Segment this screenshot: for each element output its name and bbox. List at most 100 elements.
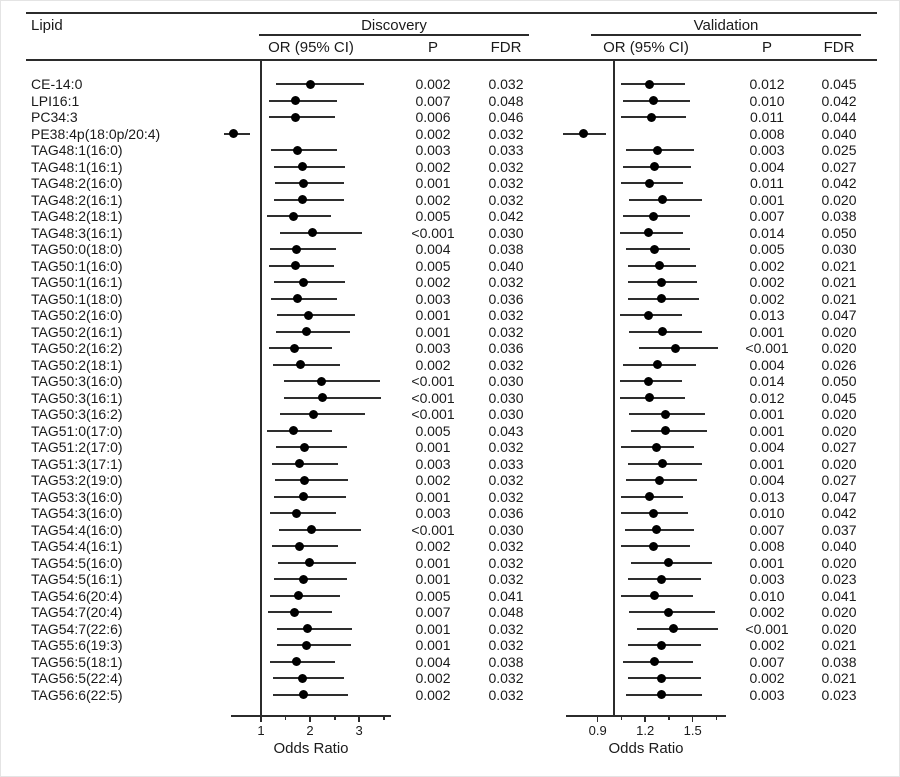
or-dot: [661, 426, 671, 436]
validation-p: 0.001: [749, 422, 785, 439]
discovery-axis-label: Odds Ratio: [273, 740, 349, 757]
validation-forest-cell: [562, 126, 726, 143]
validation-p: 0.011: [750, 175, 784, 191]
column-header-discovery-p: P: [427, 39, 438, 56]
or-dot: [651, 525, 661, 535]
validation-forest-cell: [566, 93, 726, 110]
lipid-label: TAG51:2(17:0): [31, 439, 123, 455]
panel-header-validation: Validation: [693, 17, 759, 34]
discovery-p: 0.005: [415, 587, 451, 604]
validation-p: <0.001: [745, 620, 789, 637]
validation-reference-line: [612, 61, 615, 717]
or-dot: [656, 640, 666, 650]
lipid-label: TAG48:2(16:0): [31, 175, 123, 191]
discovery-forest-cell: [231, 505, 391, 522]
table-row: TAG54:5(16:1) 0.001 0.032 0.003 0.023: [1, 571, 899, 588]
discovery-p: <0.001: [411, 373, 455, 389]
discovery-fdr: 0.032: [488, 472, 524, 488]
discovery-forest-cell: [231, 241, 391, 258]
validation-fdr: 0.020: [821, 422, 857, 439]
validation-fdr: 0.041: [821, 587, 857, 604]
ci-line: [269, 594, 340, 597]
ci-line: [275, 446, 348, 449]
or-dot: [645, 178, 655, 188]
or-dot: [295, 360, 305, 370]
axis-tick-label: 2: [306, 723, 314, 738]
discovery-p: 0.001: [415, 439, 451, 455]
lipid-label: PC34:3: [31, 109, 78, 125]
table-row: TAG50:1(18:0) 0.003 0.036 0.002 0.021: [1, 291, 899, 308]
table-row: TAG54:4(16:1) 0.002 0.032 0.008 0.040: [1, 538, 899, 555]
discovery-forest-cell: [231, 621, 391, 638]
lipid-label: TAG54:3(16:0): [31, 505, 123, 521]
or-dot: [292, 508, 302, 518]
table-row: TAG51:3(17:1) 0.003 0.033 0.001 0.020: [1, 456, 899, 473]
axis-minor-tick: [620, 717, 623, 720]
discovery-p: 0.002: [415, 670, 451, 686]
or-dot: [304, 558, 314, 568]
validation-p: 0.001: [749, 554, 785, 571]
ci-line: [270, 248, 336, 251]
validation-fdr: 0.020: [821, 455, 857, 472]
or-dot: [648, 508, 658, 518]
validation-forest-cell: [566, 621, 726, 638]
validation-fdr: 0.047: [821, 488, 857, 505]
validation-fdr: 0.042: [821, 175, 857, 191]
validation-forest-cell: [566, 390, 726, 407]
axis-tick-label: 3: [355, 723, 363, 738]
rows: CE-14:0 0.002 0.032 0.012 0.045 LPI16:1 …: [1, 76, 899, 703]
discovery-p: 0.001: [415, 620, 451, 637]
discovery-forest-cell: [231, 357, 391, 374]
axis-minor-tick: [668, 717, 670, 720]
validation-fdr: 0.020: [821, 340, 857, 356]
or-dot: [298, 277, 308, 287]
header-rule: [26, 59, 877, 61]
ci-line: [277, 644, 351, 647]
validation-forest-cell: [566, 472, 726, 489]
table-row: TAG53:3(16:0) 0.001 0.032 0.013 0.047: [1, 489, 899, 506]
validation-forest-cell: [566, 142, 726, 159]
ci-line: [279, 413, 365, 416]
or-dot: [656, 277, 666, 287]
ci-line: [269, 512, 336, 515]
column-header-validation-p: P: [761, 39, 772, 56]
table-row: TAG55:6(19:3) 0.001 0.032 0.002 0.021: [1, 637, 899, 654]
or-dot: [656, 673, 666, 683]
table-row: TAG48:1(16:1) 0.002 0.032 0.004 0.027: [1, 159, 899, 176]
or-dot: [304, 310, 314, 320]
ci-line: [270, 297, 337, 300]
lipid-label: TAG48:1(16:1): [31, 158, 123, 175]
or-dot: [301, 327, 311, 337]
validation-p: 0.007: [749, 208, 785, 224]
discovery-p: 0.003: [415, 290, 451, 307]
lipid-label: TAG56:5(22:4): [31, 670, 123, 686]
or-dot: [292, 244, 302, 254]
ci-line: [275, 479, 348, 482]
validation-fdr: 0.023: [821, 571, 857, 587]
validation-p: 0.002: [749, 670, 785, 686]
discovery-p: <0.001: [411, 521, 455, 538]
or-dot: [645, 492, 655, 502]
validation-forest-cell: [566, 324, 726, 341]
ci-line: [284, 396, 382, 399]
lipid-label: CE-14:0: [31, 76, 83, 92]
or-dot: [301, 640, 311, 650]
validation-p: 0.013: [749, 307, 785, 323]
lipid-label: TAG56:5(18:1): [31, 653, 123, 670]
or-dot: [650, 162, 660, 172]
discovery-p: 0.001: [415, 323, 451, 340]
discovery-fdr: 0.032: [488, 125, 524, 142]
validation-fdr: 0.027: [821, 158, 857, 175]
ci-line: [274, 198, 345, 201]
lipid-label: TAG53:3(16:0): [31, 488, 123, 505]
validation-fdr: 0.027: [821, 472, 857, 488]
ci-line: [277, 561, 356, 564]
validation-forest-cell: [566, 489, 726, 506]
validation-p: 0.010: [749, 587, 785, 604]
table-row: TAG50:1(16:0) 0.005 0.040 0.002 0.021: [1, 258, 899, 275]
discovery-fdr: 0.030: [488, 224, 524, 241]
validation-fdr: 0.025: [821, 142, 857, 158]
or-dot: [658, 327, 668, 337]
discovery-forest-cell: [231, 208, 391, 225]
table-row: TAG50:2(16:2) 0.003 0.036 <0.001 0.020: [1, 340, 899, 357]
